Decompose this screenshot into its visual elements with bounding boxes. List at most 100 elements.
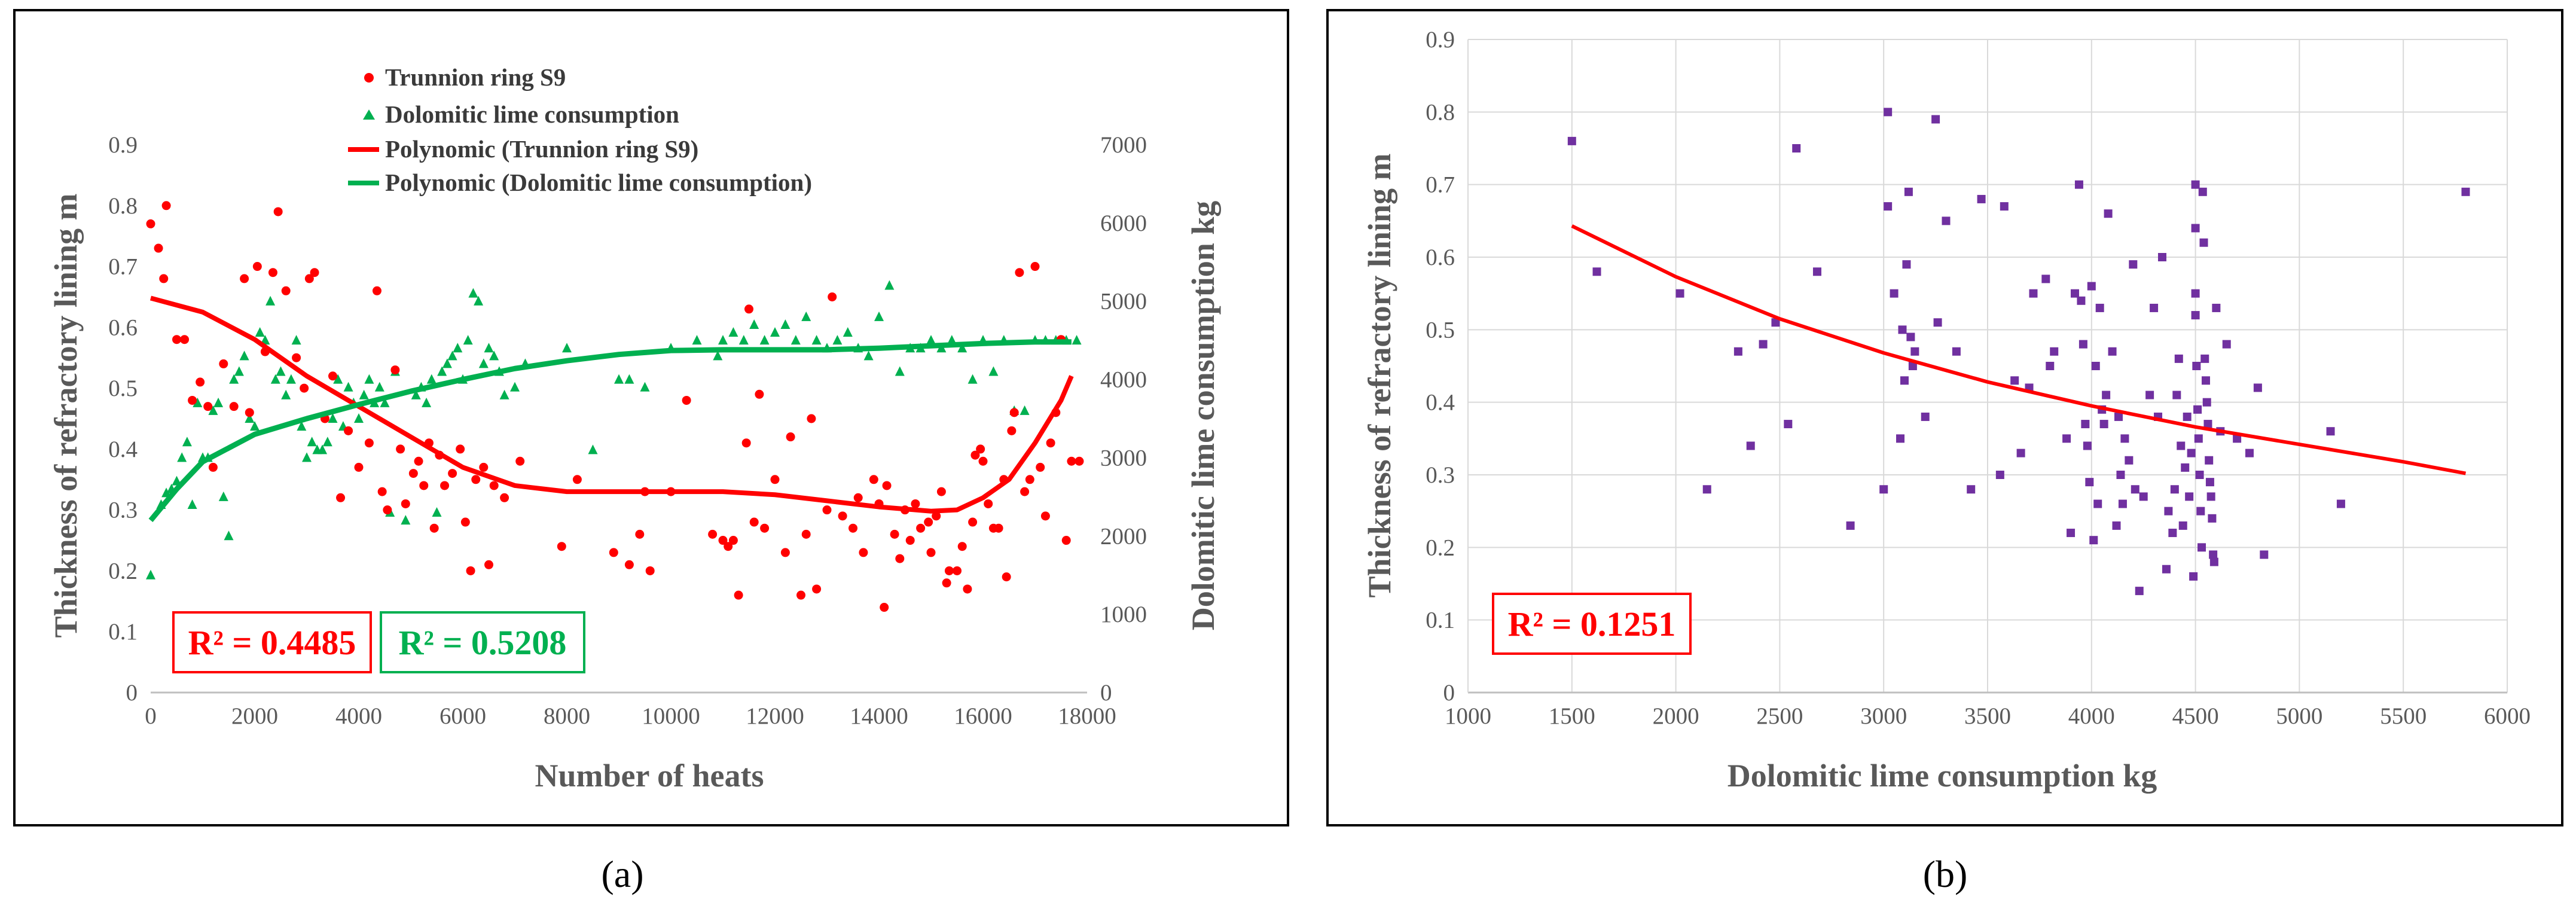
chart-b-point-45	[2078, 340, 2087, 349]
dolomitic-point-22	[265, 295, 276, 306]
trunnion-point-124	[1067, 456, 1076, 466]
trunnion-point-81	[849, 523, 857, 533]
dolomitic-point-13	[218, 491, 228, 501]
dolomitic-point-61	[478, 358, 489, 368]
trunnion-point-109	[994, 523, 1003, 533]
trunnion-point-91	[905, 536, 915, 545]
trunnion-point-36	[414, 456, 423, 466]
dolomitic-point-90	[863, 350, 874, 361]
chart-a-y2tick-4: 4000	[1100, 367, 1147, 393]
chart-b-point-9	[1792, 144, 1801, 152]
trunnion-point-13	[245, 408, 254, 417]
trunnion-point-6	[188, 395, 197, 405]
chart-b-point-8	[1784, 420, 1793, 429]
dolomitic-point-18	[245, 413, 255, 423]
trunnion-point-63	[724, 542, 733, 551]
chart-a-xtick-6: 12000	[746, 703, 804, 729]
chart-b-point-26	[1933, 318, 1942, 327]
chart-a-ytick-8: 0.8	[108, 193, 138, 219]
chart-b-point-58	[2108, 347, 2117, 356]
chart-b-point-107	[2209, 557, 2218, 566]
r2-b-text: R² = 0.1251	[1508, 605, 1676, 643]
chart-b-point-105	[2208, 514, 2217, 523]
chart-b-point-31	[1995, 471, 2004, 479]
dolomitic-point-105	[1020, 405, 1030, 415]
chart-b-point-23	[1910, 347, 1919, 356]
chart-b-xtick-6: 4000	[2068, 703, 2115, 729]
chart-b-point-28	[1952, 347, 1961, 356]
trunnion-point-54	[609, 548, 618, 557]
chart-b-point-116	[2336, 499, 2345, 508]
chart-b-ytick-0: 0	[1443, 680, 1455, 706]
chart-b-point-41	[2067, 529, 2076, 538]
chart-b-point-15	[1890, 289, 1899, 298]
chart-b-ytick-2: 0.2	[1426, 535, 1455, 560]
dolomitic-point-11	[208, 405, 218, 415]
trunnion-point-55	[624, 560, 634, 569]
dolomitic-point-78	[738, 335, 749, 345]
chart-b-point-33	[2010, 376, 2019, 385]
chart-a-ytick-7: 0.7	[108, 254, 138, 280]
chart-b-point-63	[2120, 434, 2129, 443]
chart-a-y2tick-6: 6000	[1100, 211, 1147, 236]
trunnion-point-35	[408, 469, 418, 478]
chart-b-ylabel: Thickness of refractory lining m	[1362, 154, 1397, 598]
chart-b-point-88	[2191, 289, 2200, 298]
chart-b-point-108	[2212, 303, 2221, 312]
chart-b-point-6	[1759, 340, 1768, 349]
chart-b-point-11	[1846, 521, 1855, 530]
trunnion-point-88	[890, 529, 899, 539]
chart-b-point-29	[1967, 485, 1976, 494]
panel-b-frame	[1326, 9, 2563, 826]
trunnion-point-26	[344, 426, 353, 435]
panel-a-frame	[13, 9, 1289, 826]
chart-b-point-20	[1904, 187, 1913, 196]
chart-b-trendline	[1571, 224, 2467, 475]
trunnion-point-37	[419, 481, 429, 490]
dolomitic-point-74	[692, 335, 702, 345]
chart-b-point-55	[2099, 420, 2108, 429]
dolomitic-point-70	[614, 374, 624, 384]
dolomitic-point-19	[250, 421, 260, 431]
trunnion-point-80	[838, 511, 847, 521]
chart-b-xtick-4: 3000	[1860, 703, 1907, 729]
trunnion-point-27	[354, 462, 364, 472]
chart-a-y2tick-7: 7000	[1100, 132, 1147, 158]
chart-b-ytick-4: 0.4	[1426, 390, 1455, 416]
trunnion-point-12	[240, 274, 249, 283]
dolomitic-point-71	[624, 374, 634, 384]
dolomitic-point-41	[364, 374, 374, 384]
chart-b-point-21	[1906, 333, 1915, 341]
chart-a-y2tick-3: 3000	[1100, 445, 1147, 471]
chart-a-y2tick-5: 5000	[1100, 289, 1147, 315]
dolomitic-point-39	[354, 413, 364, 423]
trunnion-point-7	[196, 377, 205, 387]
chart-b-point-114	[2260, 550, 2269, 559]
dolomitic-point-93	[895, 366, 905, 376]
chart-b-point-67	[2135, 587, 2144, 596]
trunnion-point-83	[859, 548, 868, 557]
chart-b-point-3	[1702, 485, 1711, 494]
chart-b-point-34	[2016, 449, 2025, 457]
chart-b-point-102	[2205, 456, 2214, 465]
trunnion-point-99	[944, 566, 954, 575]
chart-b-point-12	[1879, 485, 1888, 494]
chart-b-point-39	[2050, 347, 2059, 356]
dolomitic-point-23	[270, 374, 280, 384]
trunnion-point-18	[281, 286, 291, 295]
trunnion-point-75	[801, 529, 811, 539]
trunnion-point-10	[219, 359, 228, 368]
dolomitic-point-68	[562, 343, 572, 353]
chart-b-point-5	[1746, 441, 1755, 450]
dolomitic-point-76	[718, 335, 728, 345]
dolomitic-point-28	[297, 421, 307, 431]
chart-b-point-78	[2174, 354, 2183, 363]
chart-a-xtick-5: 10000	[642, 703, 700, 729]
trunnion-point-103	[968, 517, 978, 527]
r2-trunnion-text: R² = 0.4485	[188, 623, 356, 662]
trunnion-point-5	[180, 335, 190, 344]
trunnion-point-60	[682, 395, 691, 405]
trunnion-trendline	[149, 295, 1074, 514]
chart-a-xtick-2: 4000	[335, 703, 382, 729]
trunnion-point-28	[364, 438, 374, 448]
